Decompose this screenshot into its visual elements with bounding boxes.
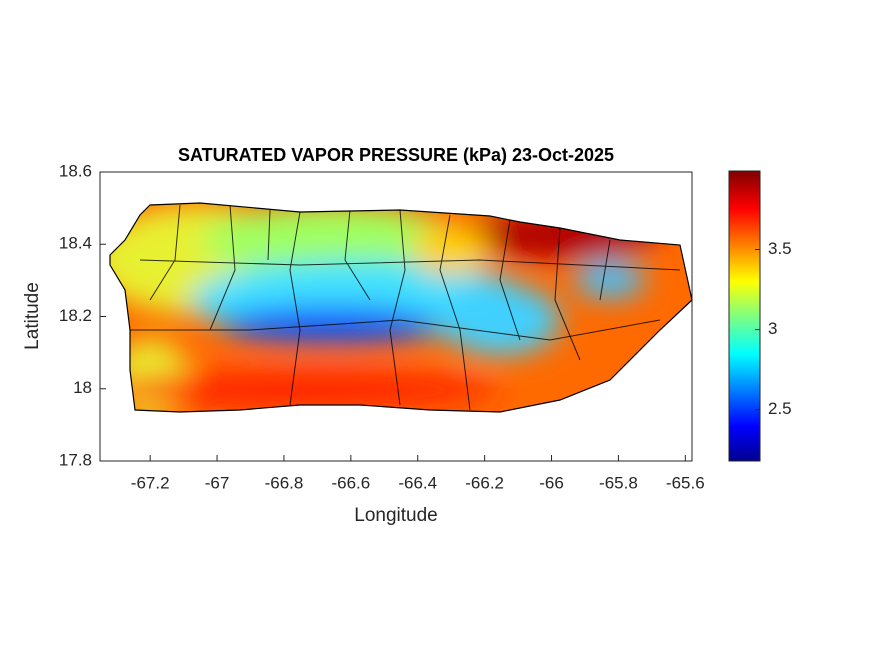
island-outline	[109, 202, 693, 413]
colorbar-tick-label: 2.5	[768, 399, 792, 418]
x-tick-label: -66.6	[331, 473, 370, 492]
chart-title: SATURATED VAPOR PRESSURE (kPa) 23-Oct-20…	[178, 145, 614, 165]
x-tick-label: -66	[539, 473, 564, 492]
y-tick-label: 18.2	[59, 306, 92, 325]
x-tick-label: -66.4	[398, 473, 437, 492]
y-axis-label: Latitude	[22, 282, 43, 350]
x-axis-label: Longitude	[354, 505, 437, 526]
x-tick-label: -66.2	[465, 473, 504, 492]
colorbar-tick-label: 3	[768, 319, 777, 338]
x-tick-label: -67	[205, 473, 230, 492]
x-tick-label: -65.8	[599, 473, 638, 492]
y-tick-label: 18	[73, 378, 92, 397]
y-tick-label: 18.6	[59, 161, 92, 180]
x-tick-label: -66.8	[265, 473, 304, 492]
colorbar	[728, 170, 761, 462]
y-tick-label: 18.4	[59, 234, 92, 253]
contour-field	[110, 203, 692, 412]
y-tick-label: 17.8	[59, 450, 92, 469]
colorbar-tick-label: 3.5	[768, 239, 792, 258]
x-tick-label: -65.6	[666, 473, 705, 492]
x-tick-label: -67.2	[131, 473, 170, 492]
